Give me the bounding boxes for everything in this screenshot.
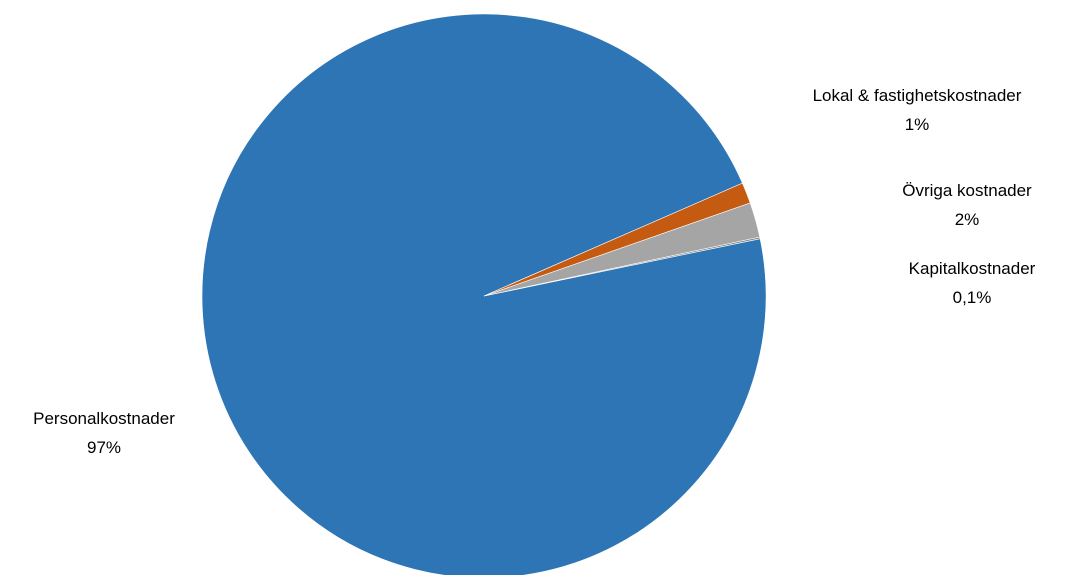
label-name-vriga-kostnader: Övriga kostnader bbox=[902, 181, 1032, 200]
data-labels: Personalkostnader 97% Lokal & fastighetsko… bbox=[33, 86, 1036, 457]
label-value-vriga-kostnader: 2% bbox=[955, 210, 980, 229]
label-value-lokal-fastighetskostnader: 1% bbox=[905, 115, 930, 134]
pie-slice-personalkostnader bbox=[201, 13, 767, 575]
label-name-kapitalkostnader: Kapitalkostnader bbox=[909, 259, 1036, 278]
label-value-personalkostnader: 97% bbox=[87, 438, 121, 457]
pie-slices bbox=[201, 13, 767, 575]
label-value-kapitalkostnader: 0,1% bbox=[953, 288, 992, 307]
label-name-lokal-fastighetskostnader: Lokal & fastighetskostnader bbox=[813, 86, 1022, 105]
pie-slice-lokal-fastighetskostnader bbox=[483, 182, 751, 297]
label-name-personalkostnader: Personalkostnader bbox=[33, 409, 175, 428]
